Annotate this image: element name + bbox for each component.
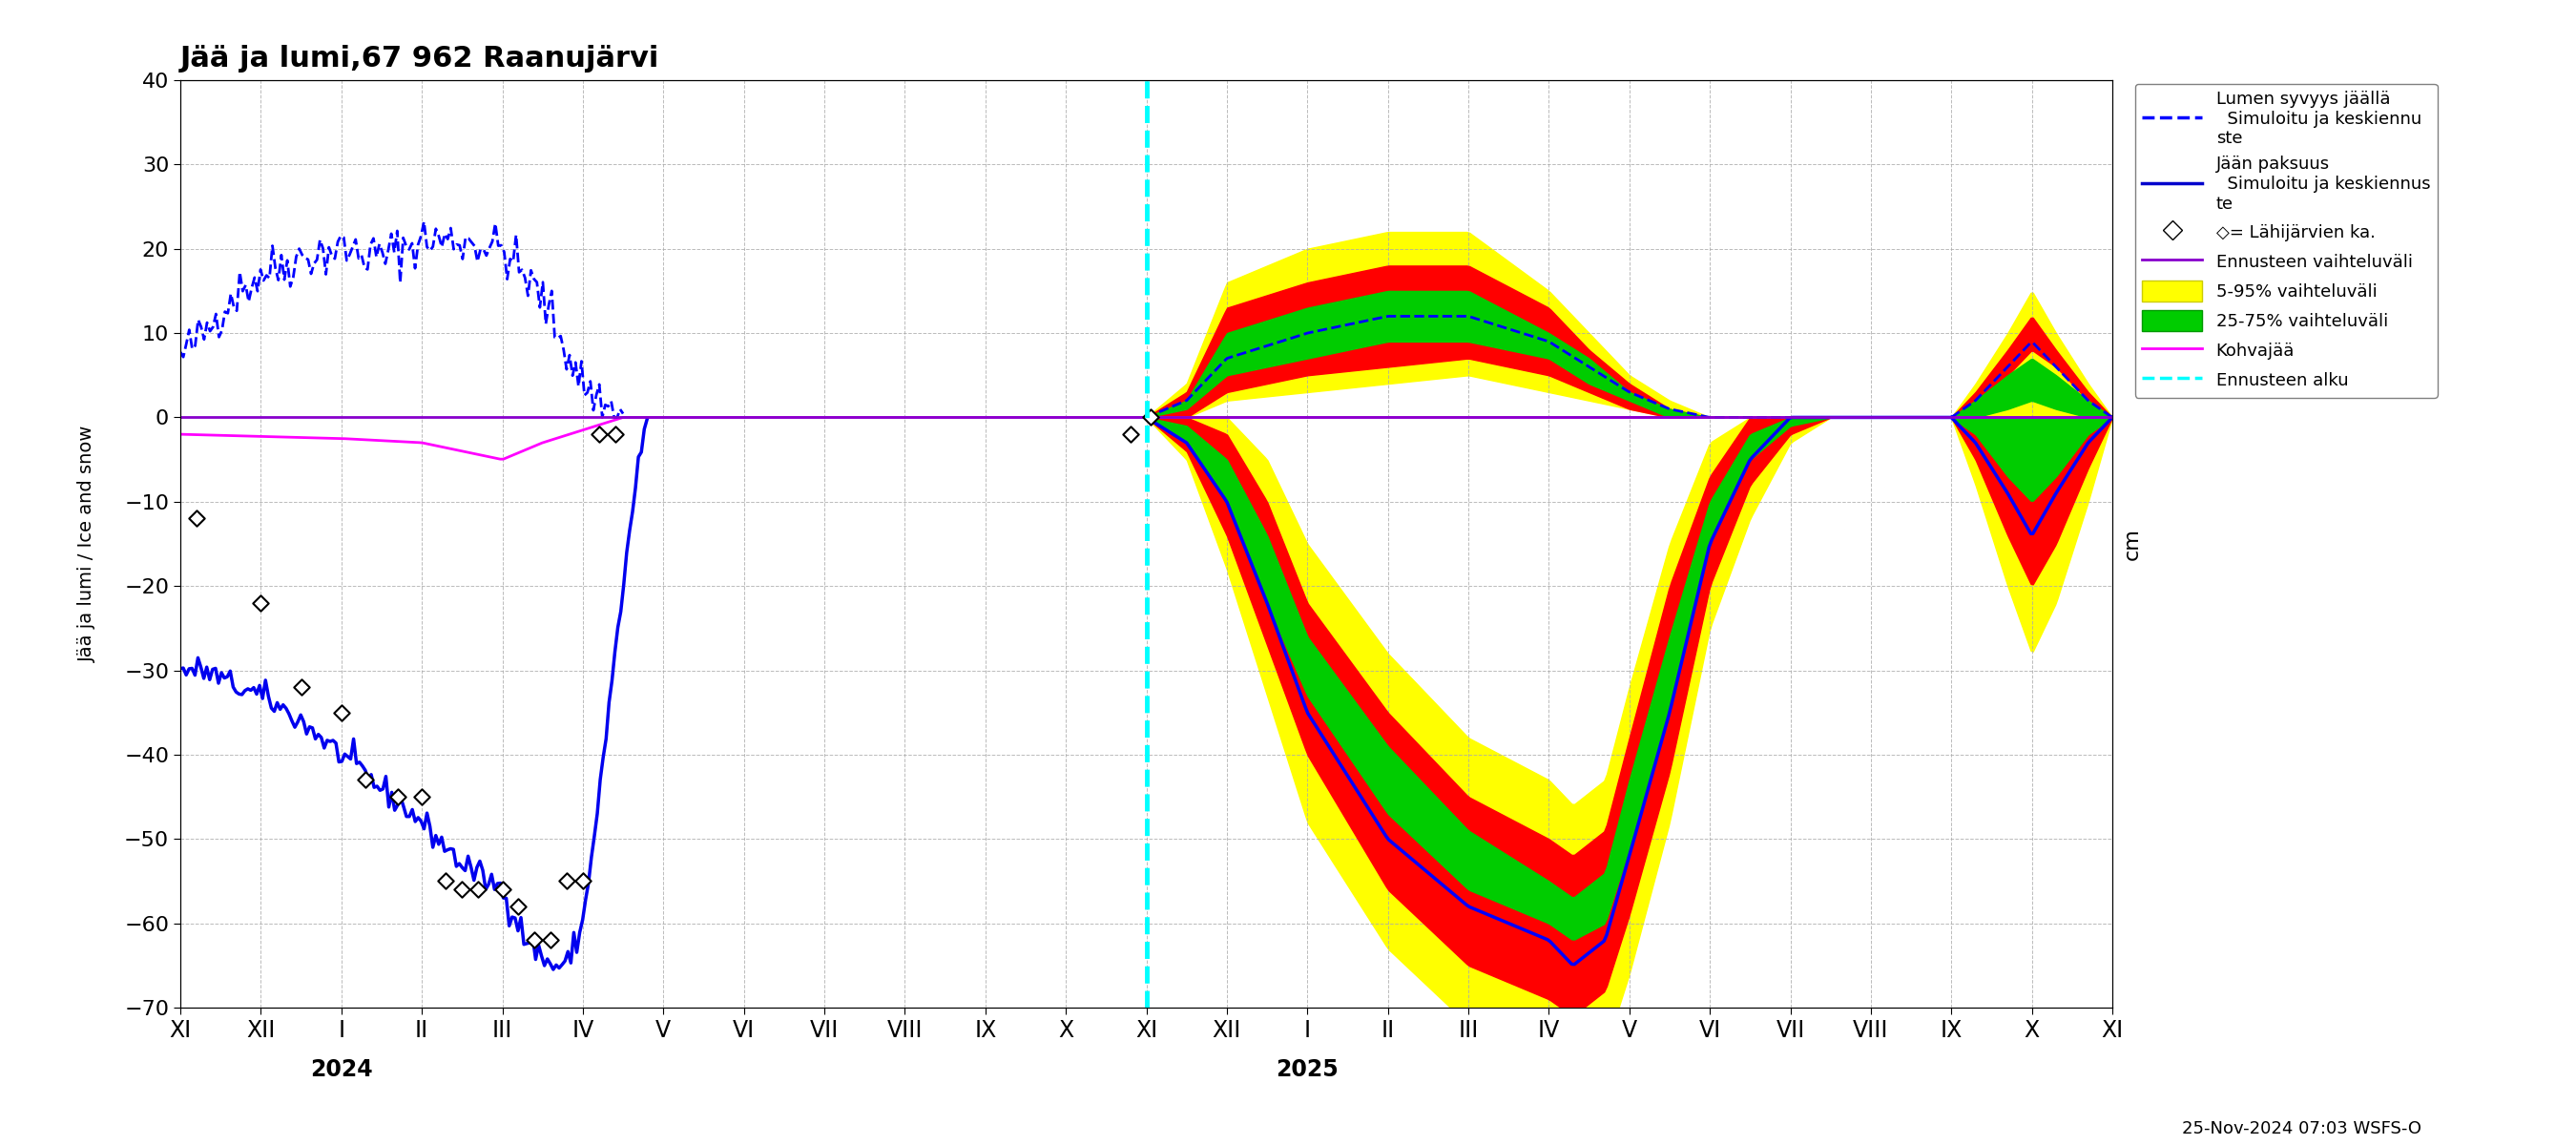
Y-axis label: Jää ja lumi / Ice and snow
: Jää ja lumi / Ice and snow <box>77 426 118 662</box>
Point <box>402 788 443 806</box>
Point <box>515 931 556 949</box>
Point <box>1131 409 1172 427</box>
Text: Jää ja lumi,67 962 Raanujärvi: Jää ja lumi,67 962 Raanujärvi <box>180 45 659 72</box>
Point <box>562 872 603 891</box>
Point <box>595 425 636 443</box>
Point <box>1110 425 1151 443</box>
Point <box>376 788 417 806</box>
Point <box>440 881 482 899</box>
Point <box>531 931 572 949</box>
Text: 2024: 2024 <box>309 1058 374 1081</box>
Legend: Lumen syvyys jäällä
  Simuloitu ja keskiennu
ste, Jään paksuus
  Simuloitu ja ke: Lumen syvyys jäällä Simuloitu ja keskien… <box>2136 84 2437 397</box>
Point <box>240 594 281 613</box>
Point <box>175 510 216 528</box>
Point <box>319 703 361 721</box>
Text: 25-Nov-2024 07:03 WSFS-O: 25-Nov-2024 07:03 WSFS-O <box>2182 1120 2421 1137</box>
Point <box>497 898 538 916</box>
Text: 2025: 2025 <box>1275 1058 1340 1081</box>
Point <box>546 872 587 891</box>
Point <box>459 881 500 899</box>
Point <box>577 425 618 443</box>
Point <box>425 872 466 891</box>
Y-axis label: cm: cm <box>2123 528 2143 560</box>
Point <box>281 678 322 696</box>
Point <box>345 771 386 789</box>
Point <box>482 881 523 899</box>
